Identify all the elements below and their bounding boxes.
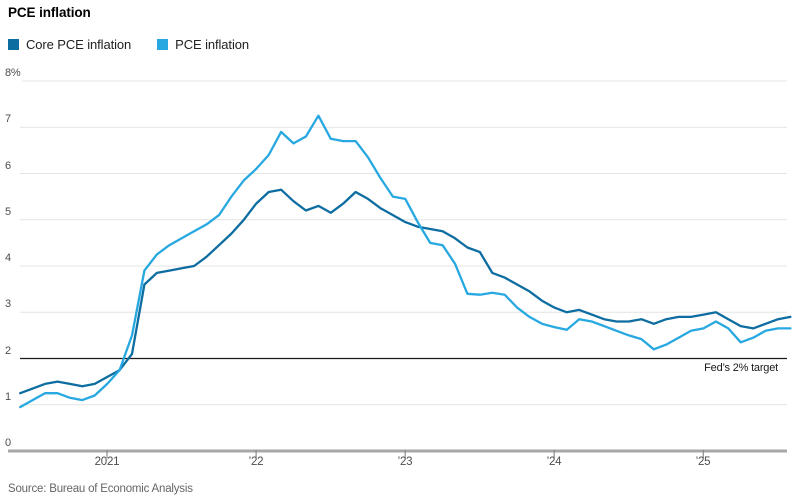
y-tick-label: 6: [5, 159, 11, 172]
x-axis-ticks: [106, 449, 704, 458]
x-tick-label: ’22: [248, 456, 264, 468]
x-tick-label: ’23: [397, 456, 413, 468]
y-tick-label: 4: [5, 252, 11, 264]
x-tick-label: 2021: [94, 456, 120, 468]
y-tick-label: 8%: [5, 67, 21, 79]
y-tick-label: 1: [5, 390, 11, 403]
legend-item-core-pce: Core PCE inflation: [8, 37, 131, 52]
gridlines: [20, 80, 787, 406]
pce-swatch-icon: [157, 39, 169, 50]
pce-line: [19, 114, 792, 409]
legend: Core PCE inflation PCE inflation: [8, 37, 249, 52]
core-pce-swatch-icon: [8, 39, 19, 50]
y-tick-label: 0: [5, 437, 11, 449]
source-line: Source: Bureau of Economic Analysis: [8, 483, 193, 495]
y-tick-label: 5: [5, 205, 11, 218]
y-tick-label: 7: [5, 113, 11, 126]
legend-label-core-pce: Core PCE inflation: [26, 37, 132, 52]
core-pce-line: [19, 188, 792, 395]
legend-label-pce: PCE inflation: [175, 37, 249, 52]
page-title: PCE inflation: [8, 5, 91, 20]
x-tick-label: ’25: [695, 456, 711, 468]
legend-item-pce: PCE inflation: [157, 37, 249, 52]
x-tick-label: ’24: [546, 456, 562, 468]
y-tick-label: 3: [5, 298, 11, 311]
y-tick-label: 2: [5, 344, 11, 357]
fed-target-annotation: Fed’s 2% target: [704, 361, 778, 374]
